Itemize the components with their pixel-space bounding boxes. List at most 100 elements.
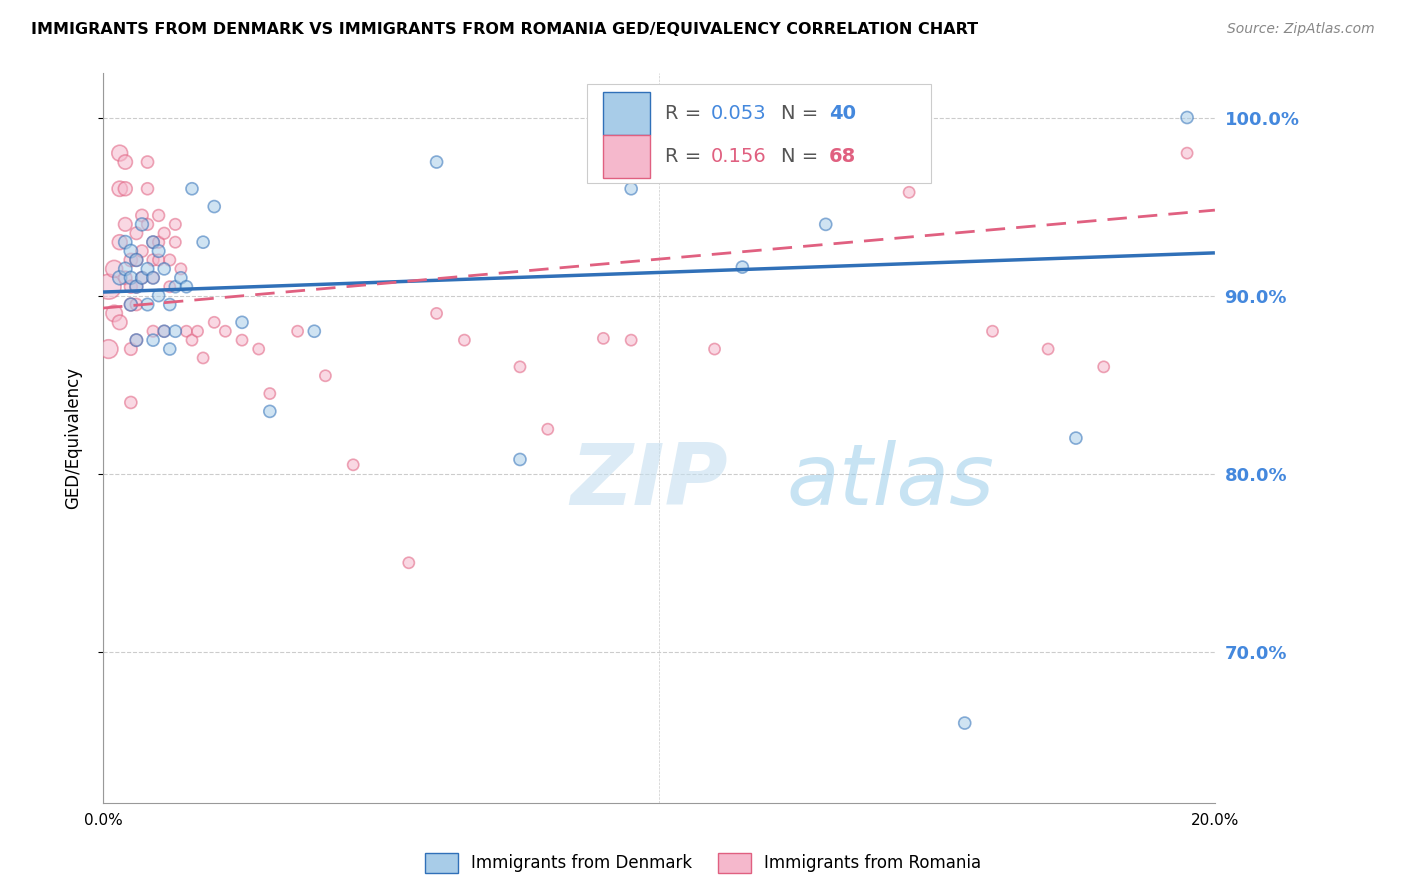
Point [120,270,142,285]
Point [1175,146,1198,161]
Point [103,261,125,276]
Point [120,297,142,311]
FancyBboxPatch shape [603,135,650,178]
Point [148,209,170,223]
Point [620,333,643,347]
Point [1175,111,1198,125]
Point [120,297,142,311]
Point [97,279,120,293]
Point [181,182,204,196]
Point [259,386,281,401]
Point [136,297,159,311]
Text: R =: R = [665,103,707,122]
Legend: Immigrants from Denmark, Immigrants from Romania: Immigrants from Denmark, Immigrants from… [418,847,988,880]
Text: 68: 68 [830,146,856,166]
Point [259,404,281,418]
Point [142,235,165,250]
Point [153,324,176,338]
Point [202,200,225,214]
Point [120,395,142,409]
Point [537,422,560,436]
Text: 40: 40 [830,103,856,122]
Point [125,279,148,293]
Point [114,270,136,285]
Point [509,359,531,374]
Point [170,261,193,276]
Point [125,227,148,241]
Point [153,227,176,241]
Point [287,324,309,338]
Point [120,244,142,258]
Point [953,716,976,731]
Point [314,368,336,383]
Point [108,146,131,161]
Point [814,111,837,125]
Point [202,315,225,329]
Text: N =: N = [782,146,825,166]
Text: atlas: atlas [787,441,995,524]
Point [453,333,475,347]
Point [165,324,187,338]
Point [148,244,170,258]
Point [181,333,204,347]
Point [136,218,159,232]
Point [398,556,420,570]
Point [142,333,165,347]
Point [114,218,136,232]
Point [142,270,165,285]
Point [159,342,181,356]
Point [231,315,253,329]
FancyBboxPatch shape [586,84,931,183]
Point [142,270,165,285]
Point [1092,359,1115,374]
Point [142,252,165,267]
Point [898,186,921,200]
Point [981,324,1004,338]
Point [703,342,725,356]
Point [191,235,214,250]
Point [108,182,131,196]
Point [731,260,754,274]
Point [214,324,236,338]
Point [131,270,153,285]
Point [125,252,148,267]
Point [131,209,153,223]
FancyBboxPatch shape [603,92,650,135]
Point [131,244,153,258]
Text: Source: ZipAtlas.com: Source: ZipAtlas.com [1227,22,1375,37]
Point [125,333,148,347]
Point [191,351,214,365]
Point [170,270,193,285]
Point [153,324,176,338]
Point [120,279,142,293]
Point [142,235,165,250]
Point [247,342,270,356]
Text: 0.156: 0.156 [711,146,766,166]
Point [509,452,531,467]
Text: R =: R = [665,146,707,166]
Point [120,252,142,267]
Point [165,235,187,250]
Point [1064,431,1087,445]
Point [620,182,643,196]
Point [125,279,148,293]
Point [592,331,614,345]
Point [148,252,170,267]
Point [114,155,136,169]
Point [142,324,165,338]
Point [97,342,120,356]
Point [125,333,148,347]
Point [231,333,253,347]
Point [426,155,449,169]
Point [342,458,364,472]
Point [131,218,153,232]
Point [108,235,131,250]
Point [1036,342,1059,356]
Point [125,252,148,267]
Point [426,306,449,320]
Point [114,182,136,196]
Point [108,315,131,329]
Point [159,297,181,311]
Y-axis label: GED/Equivalency: GED/Equivalency [65,367,82,509]
Point [114,235,136,250]
